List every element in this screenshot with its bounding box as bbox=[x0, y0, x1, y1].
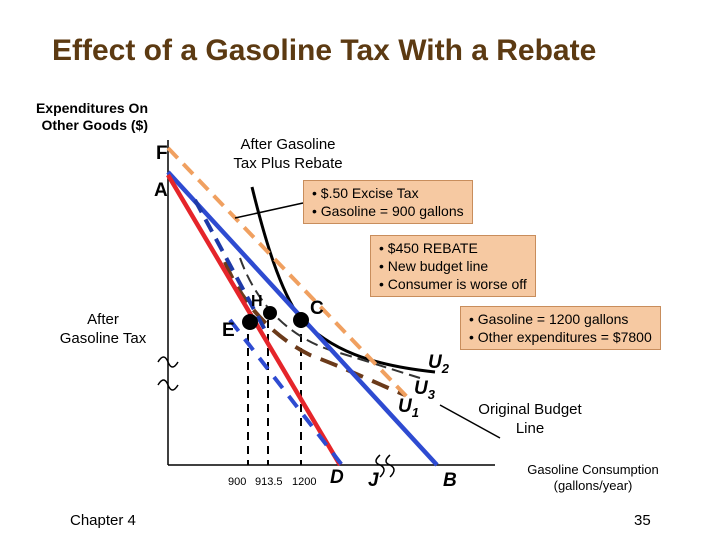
label-u1: U1 bbox=[398, 396, 419, 420]
x-axis-label: Gasoline Consumption (gallons/year) bbox=[527, 462, 659, 493]
label-u3: U3 bbox=[414, 378, 435, 402]
point-label-b: B bbox=[443, 470, 457, 491]
indifference-curve-u1 bbox=[223, 261, 406, 397]
page-title: Effect of a Gasoline Tax With a Rebate bbox=[52, 34, 597, 67]
original-leader bbox=[439, 404, 501, 439]
page-number: 35 bbox=[634, 512, 651, 529]
callout-excise-line-2: • Gasoline = 900 gallons bbox=[312, 203, 464, 219]
callout-rebate-line-2: • New budget line bbox=[379, 258, 489, 274]
tick-913: 913.5 bbox=[255, 476, 283, 488]
point-label-j: J bbox=[368, 470, 379, 491]
after-tax-rebate-budget-line bbox=[166, 146, 412, 402]
point-h bbox=[263, 306, 277, 320]
callout-rebate: • $450 REBATE • New budget line • Consum… bbox=[370, 235, 536, 297]
chapter-footer: Chapter 4 bbox=[70, 512, 136, 529]
label-after-tax: After Gasoline Tax bbox=[59, 311, 147, 347]
after-tax-dashed-line bbox=[228, 318, 344, 467]
point-c bbox=[293, 312, 309, 328]
callout-original-line-2: • Other expenditures = $7800 bbox=[469, 329, 652, 345]
excise-leader bbox=[234, 202, 304, 219]
point-e bbox=[242, 314, 258, 330]
point-label-d: D bbox=[330, 467, 344, 488]
callout-rebate-line-1: • $450 REBATE bbox=[379, 240, 478, 256]
callout-rebate-line-3: • Consumer is worse off bbox=[379, 276, 527, 292]
label-after-tax-rebate: After Gasoline Tax Plus Rebate bbox=[233, 136, 343, 172]
x-axis-break bbox=[375, 454, 395, 478]
tick-1200: 1200 bbox=[292, 476, 317, 488]
callout-excise-line-1: • $.50 Excise Tax bbox=[312, 185, 419, 201]
label-original-budget: Original Budget Line bbox=[478, 401, 582, 437]
tick-900: 900 bbox=[228, 476, 247, 488]
point-label-c: C bbox=[310, 298, 324, 319]
label-u2: U2 bbox=[428, 352, 449, 376]
callout-excise-tax: • $.50 Excise Tax • Gasoline = 900 gallo… bbox=[303, 180, 473, 224]
point-label-a: A bbox=[154, 180, 168, 201]
rebate-budget-line-dark bbox=[193, 199, 267, 331]
y-axis-break bbox=[157, 356, 179, 391]
point-label-e: E bbox=[222, 320, 235, 341]
y-axis-label: Expenditures On Other Goods ($) bbox=[35, 100, 148, 133]
callout-original: • Gasoline = 1200 gallons • Other expend… bbox=[460, 306, 661, 350]
point-label-h: H bbox=[251, 293, 263, 310]
callout-original-line-1: • Gasoline = 1200 gallons bbox=[469, 311, 629, 327]
point-label-f: F bbox=[156, 143, 168, 164]
